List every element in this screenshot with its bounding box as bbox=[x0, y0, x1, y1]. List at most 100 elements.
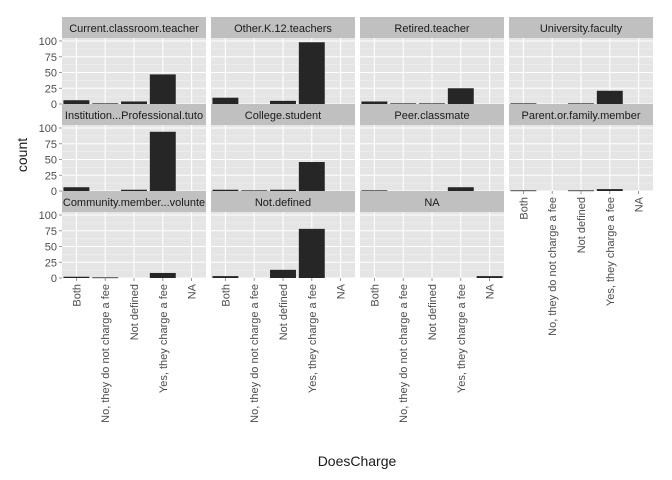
facet-strip-label: University.faculty bbox=[540, 23, 623, 35]
x-tick-label-na: NA bbox=[634, 196, 646, 212]
bar-na-na bbox=[476, 276, 503, 278]
facet-strip bbox=[211, 17, 355, 38]
facet-strip-label: Peer.classmate bbox=[394, 110, 469, 122]
x-tick-label-na: NA bbox=[485, 283, 497, 299]
x-tick-label-na: NA bbox=[336, 283, 348, 299]
facet-strip-label: Other.K.12.teachers bbox=[234, 23, 332, 35]
x-tick-label-no-they-do-not-charge-a-fee: No, they do not charge a fee bbox=[547, 197, 559, 336]
bar-university-faculty-both bbox=[510, 103, 537, 105]
facet-strip-label: Parent.or.family.member bbox=[521, 110, 640, 122]
y-tick-label: 50 bbox=[45, 68, 57, 80]
bar-peer-classmate-both bbox=[361, 190, 388, 192]
x-tick-label-no-they-do-not-charge-a-fee: No, they do not charge a fee bbox=[249, 284, 261, 423]
bar-current-classroom-teacher-both bbox=[63, 100, 90, 104]
bar-institution-professional-tuto-not-defined bbox=[121, 189, 147, 191]
bar-college-student-both bbox=[212, 189, 239, 191]
facet-strip bbox=[211, 191, 355, 212]
facet-strip-label: College.student bbox=[245, 110, 321, 122]
y-tick-label: 100 bbox=[39, 210, 57, 222]
y-tick-label: 25 bbox=[45, 257, 57, 269]
x-tick-label-yes-they-charge-a-fee: Yes, they charge a fee bbox=[307, 284, 319, 393]
y-tick-label: 100 bbox=[39, 36, 57, 48]
x-tick-label-both: Both bbox=[71, 284, 83, 307]
bar-community-member-volunte-yes-they-charge-a-fee bbox=[149, 272, 176, 278]
facet-strip bbox=[211, 104, 355, 125]
bar-current-classroom-teacher-not-defined bbox=[121, 101, 147, 104]
y-tick-label: 75 bbox=[45, 226, 57, 238]
facet-strip bbox=[62, 191, 206, 212]
x-tick-label-both: Both bbox=[518, 197, 530, 220]
bar-college-student-not-defined bbox=[270, 189, 296, 191]
x-tick-label-na: NA bbox=[187, 283, 199, 299]
facets-layer: Current.classroom.teacher 0 25 50 75 100 Other… bbox=[39, 17, 653, 423]
x-axis-title: DoesCharge bbox=[318, 453, 397, 469]
y-axis-title: count bbox=[14, 138, 30, 172]
x-tick-label-both: Both bbox=[369, 284, 381, 307]
x-tick-label-no-they-do-not-charge-a-fee: No, they do not charge a fee bbox=[398, 284, 410, 423]
bar-not-defined-both bbox=[212, 276, 239, 278]
x-tick-label-yes-they-charge-a-fee: Yes, they charge a fee bbox=[158, 284, 170, 393]
y-tick-label: 25 bbox=[45, 83, 57, 95]
facet-strip-label: Not.defined bbox=[255, 197, 311, 209]
bar-retired-teacher-yes-they-charge-a-fee bbox=[447, 88, 474, 104]
x-tick-label-not-defined: Not defined bbox=[427, 284, 439, 340]
facet-strip bbox=[509, 104, 653, 125]
bar-not-defined-not-defined bbox=[270, 269, 296, 278]
y-tick-label: 75 bbox=[45, 52, 57, 64]
facet-strip-label: NA bbox=[424, 197, 440, 209]
bar-current-classroom-teacher-yes-they-charge-a-fee bbox=[149, 74, 176, 104]
y-tick-label: 0 bbox=[51, 99, 57, 111]
x-tick-label-not-defined: Not defined bbox=[576, 197, 588, 253]
facet-strip bbox=[62, 17, 206, 38]
x-tick-label-no-they-do-not-charge-a-fee: No, they do not charge a fee bbox=[100, 284, 112, 423]
facet-current-classroom-teacher: Current.classroom.teacher 0 25 50 75 100 bbox=[39, 17, 206, 111]
facet-university-faculty: University.faculty bbox=[509, 17, 653, 105]
bar-community-member-volunte-no-they-do-not-charge-a-fee bbox=[92, 277, 119, 279]
x-tick-label-not-defined: Not defined bbox=[129, 284, 141, 340]
y-tick-label: 50 bbox=[45, 155, 57, 167]
facet-strip bbox=[360, 104, 504, 125]
y-tick-label: 75 bbox=[45, 139, 57, 151]
facet-retired-teacher: Retired.teacher bbox=[360, 17, 504, 105]
facet-peer-classmate: Peer.classmate bbox=[360, 104, 504, 192]
facet-community-member-volunte: Community.member...volunte 0 25 50 75 100 Both… bbox=[39, 191, 206, 423]
y-tick-label: 50 bbox=[45, 242, 57, 254]
bar-parent-or-family-member-not-defined bbox=[568, 190, 594, 192]
facet-institution-professional-tuto: Institution...Professional.tuto 0 25 50 75 10… bbox=[39, 104, 206, 198]
bar-university-faculty-not-defined bbox=[568, 103, 594, 105]
bar-other-k-12-teachers-both bbox=[212, 97, 239, 104]
bar-other-k-12-teachers-yes-they-charge-a-fee bbox=[298, 42, 325, 104]
facet-parent-or-family-member: Parent.or.family.member Both No, they do n… bbox=[509, 104, 653, 336]
facet-strip bbox=[62, 104, 206, 125]
bar-parent-or-family-member-both bbox=[510, 190, 537, 192]
bar-community-member-volunte-both bbox=[63, 276, 90, 278]
bar-institution-professional-tuto-yes-they-charge-a-fee bbox=[149, 131, 176, 191]
facet-college-student: College.student bbox=[211, 104, 355, 192]
bar-college-student-yes-they-charge-a-fee bbox=[298, 162, 325, 191]
facet-na: NA Both No, they do not charge a fee Not de… bbox=[360, 191, 504, 423]
x-tick-label-not-defined: Not defined bbox=[278, 284, 290, 340]
y-tick-label: 100 bbox=[39, 123, 57, 135]
y-tick-label: 25 bbox=[45, 170, 57, 182]
facet-strip-label: Current.classroom.teacher bbox=[69, 23, 199, 35]
bar-current-classroom-teacher-no-they-do-not-charge-a-fee bbox=[92, 103, 119, 105]
x-tick-label-both: Both bbox=[220, 284, 232, 307]
bar-university-faculty-yes-they-charge-a-fee bbox=[596, 90, 623, 104]
bar-college-student-no-they-do-not-charge-a-fee bbox=[241, 190, 268, 192]
facet-not-defined: Not.defined Both No, they do not charge a … bbox=[211, 191, 355, 423]
facet-strip bbox=[360, 191, 504, 212]
facet-strip-label: Community.member...volunte bbox=[63, 197, 205, 209]
bar-other-k-12-teachers-not-defined bbox=[270, 100, 296, 104]
bar-not-defined-yes-they-charge-a-fee bbox=[298, 228, 325, 278]
facet-strip-label: Institution...Professional.tuto bbox=[65, 110, 203, 122]
x-tick-label-yes-they-charge-a-fee: Yes, they charge a fee bbox=[456, 284, 468, 393]
y-tick-label: 0 bbox=[51, 273, 57, 285]
bar-retired-teacher-not-defined bbox=[419, 103, 445, 105]
facet-strip bbox=[360, 17, 504, 38]
x-tick-label-yes-they-charge-a-fee: Yes, they charge a fee bbox=[605, 197, 617, 306]
facet-strip bbox=[509, 17, 653, 38]
bar-retired-teacher-no-they-do-not-charge-a-fee bbox=[390, 103, 417, 105]
y-tick-label: 0 bbox=[51, 186, 57, 198]
facet-strip-label: Retired.teacher bbox=[394, 23, 470, 35]
facet-other-k-12-teachers: Other.K.12.teachers bbox=[211, 17, 355, 105]
